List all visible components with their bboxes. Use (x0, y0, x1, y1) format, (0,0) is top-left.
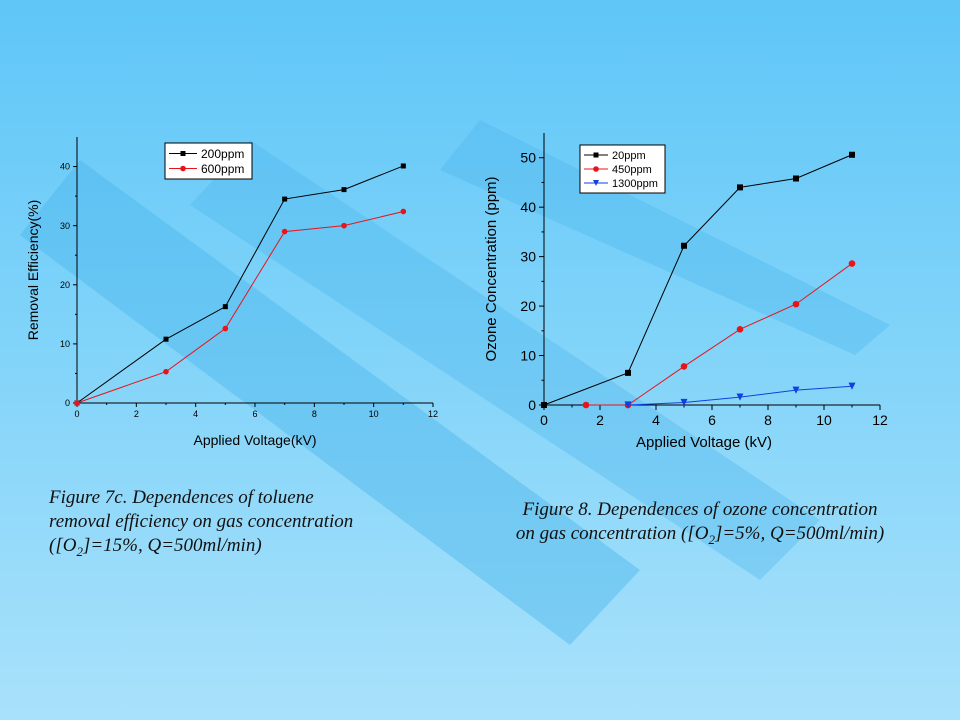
legend-item: 600ppm (169, 162, 244, 176)
caption-line: ([O2]=15%, Q=500ml/min) (49, 535, 262, 559)
y-axis-label: Ozone Concentration (ppm) (483, 176, 500, 361)
legend-marker (180, 165, 186, 172)
series-line (586, 263, 853, 406)
x-tick-label: 10 (816, 412, 832, 428)
data-point (341, 222, 347, 229)
y-tick-label: 0 (65, 398, 70, 408)
x-tick-label: 0 (74, 409, 79, 419)
y-tick-label: 20 (520, 298, 536, 314)
data-point (222, 325, 229, 332)
x-tick-label: 8 (764, 412, 772, 428)
caption-line: removal efficiency on gas concentration (49, 511, 354, 532)
figure-8-caption: Figure 8. Dependences of ozone concentra… (460, 498, 940, 552)
y-tick-label: 40 (520, 199, 536, 215)
series-line (543, 154, 853, 406)
legend-item: 20ppm (584, 150, 646, 162)
data-point (582, 401, 590, 409)
y-tick-label: 20 (60, 280, 70, 290)
data-point (848, 382, 856, 390)
data-point (792, 300, 800, 308)
legend-marker (593, 180, 599, 186)
series-450ppm (582, 260, 856, 409)
x-tick-label: 4 (193, 409, 198, 419)
data-point (222, 304, 228, 310)
data-point (792, 386, 800, 394)
data-point (74, 400, 80, 406)
legend-marker (180, 151, 186, 156)
data-point (736, 326, 744, 333)
data-point (624, 401, 632, 409)
legend: 20ppm 450ppm 1300ppm (579, 144, 666, 194)
data-point (680, 398, 688, 407)
data-point (341, 187, 347, 193)
data-point (680, 363, 688, 370)
x-axis-label: Applied Voltage (kV) (636, 434, 772, 451)
series-20ppm (541, 151, 855, 408)
y-tick-label: 50 (520, 150, 536, 166)
figure-7c-caption: Figure 7c. Dependences of toluene remova… (49, 486, 439, 564)
y-tick-label: 10 (60, 339, 70, 349)
legend-item: 1300ppm (584, 178, 658, 190)
y-tick-label: 30 (520, 249, 536, 265)
data-point (281, 228, 288, 235)
legend-item: 200ppm (169, 147, 244, 161)
legend-label: 600ppm (201, 162, 244, 176)
legend-box (164, 142, 253, 180)
x-tick-label: 2 (596, 412, 604, 428)
data-point (400, 208, 407, 215)
data-point (400, 163, 406, 169)
y-tick-label: 10 (520, 347, 536, 363)
data-point (625, 369, 631, 376)
data-point (848, 260, 856, 267)
x-tick-label: 10 (369, 409, 379, 419)
x-tick-label: 4 (652, 412, 660, 428)
data-point (849, 151, 855, 158)
series-line (76, 210, 404, 404)
data-point (737, 184, 743, 191)
legend-label: 1300ppm (612, 178, 658, 190)
legend-marker (593, 166, 599, 172)
x-tick-label: 2 (134, 409, 139, 419)
legend-label: 20ppm (612, 150, 646, 162)
x-tick-label: 12 (872, 412, 888, 428)
data-point (541, 402, 547, 408)
y-tick-label: 0 (528, 397, 536, 413)
x-tick-label: 8 (312, 409, 317, 419)
legend-marker (593, 152, 599, 158)
data-point (681, 242, 687, 249)
y-tick-label: 30 (60, 221, 70, 231)
x-axis-label: Applied Voltage(kV) (194, 432, 317, 448)
x-tick-label: 12 (428, 409, 438, 419)
data-point (163, 336, 169, 342)
caption-line: on gas concentration ([O2]=5%, Q=500ml/m… (515, 523, 885, 547)
y-axis-label: Removal Efficiency(%) (25, 200, 41, 341)
data-point (282, 196, 288, 202)
data-point (163, 368, 169, 375)
series-line (76, 165, 404, 404)
legend-label: 450ppm (612, 164, 652, 176)
legend-item: 450ppm (584, 164, 652, 176)
x-tick-label: 0 (540, 412, 548, 428)
series-1300ppm (624, 382, 856, 409)
x-tick-label: 6 (252, 409, 257, 419)
caption-line: Figure 8. Dependences of ozone concentra… (522, 499, 878, 520)
legend-label: 200ppm (201, 147, 244, 161)
caption-line: Figure 7c. Dependences of toluene (49, 487, 314, 508)
x-tick-label: 6 (708, 412, 716, 428)
y-tick-label: 40 (60, 162, 70, 172)
data-point (793, 175, 799, 182)
series-600ppm (74, 208, 407, 406)
data-point (736, 393, 744, 401)
